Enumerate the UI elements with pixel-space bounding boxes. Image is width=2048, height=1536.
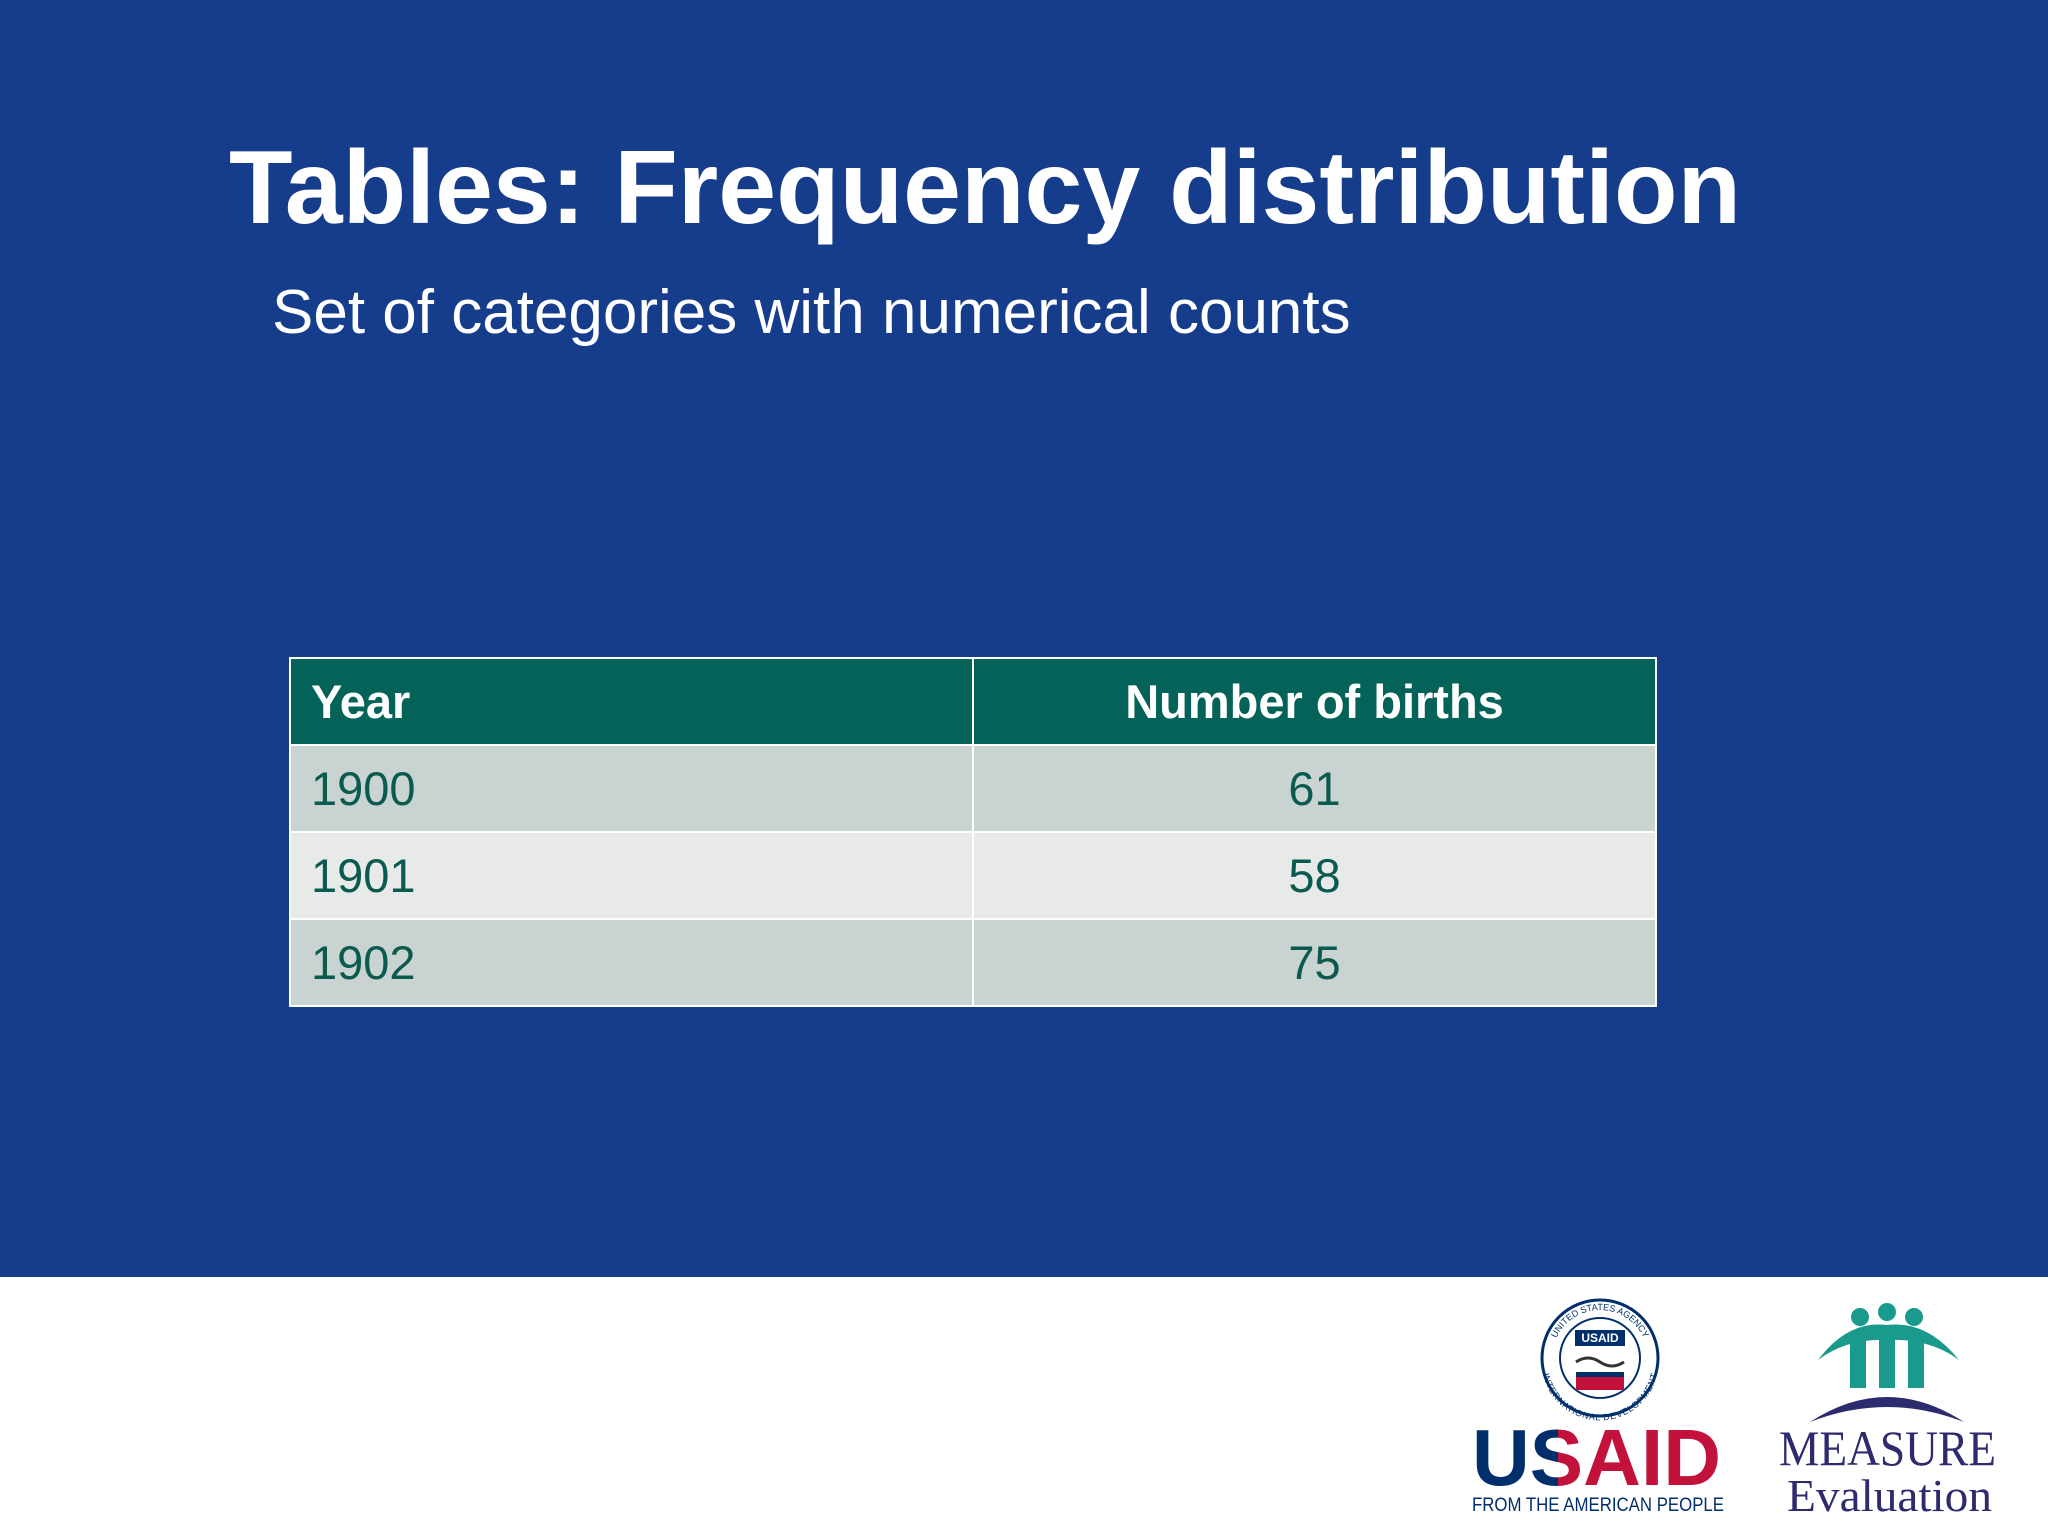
slide-background (0, 0, 2048, 1277)
table-cell: 1900 (289, 744, 974, 833)
table-row: 1902 75 (289, 918, 1657, 1007)
table-row: 1901 58 (289, 831, 1657, 920)
usaid-name: USAID (1472, 1413, 1721, 1502)
table-body: 1900 61 1901 58 1902 75 (289, 744, 1657, 1007)
usaid-tagline: FROM THE AMERICAN PEOPLE (1472, 1495, 1724, 1516)
slide-subtitle: Set of categories with numerical counts (272, 278, 1351, 347)
table-cell: 58 (972, 831, 1657, 920)
measure-name: MEASURE (1779, 1420, 1996, 1476)
column-header: Number of births (972, 657, 1657, 746)
table-cell: 1902 (289, 918, 974, 1007)
measure-sub: Evaluation (1787, 1470, 1992, 1521)
measure-figures (1810, 1303, 1964, 1422)
slide-title: Tables: Frequency distribution (229, 130, 1742, 246)
table-cell: 75 (972, 918, 1657, 1007)
seal-label: USAID (1581, 1331, 1619, 1345)
frequency-table: Year Number of births 1900 61 1901 58 1902 75 (289, 657, 1657, 1007)
column-header: Year (289, 657, 974, 746)
table-cell: 1901 (289, 831, 974, 920)
table-cell: 61 (972, 744, 1657, 833)
table-row: 1900 61 (289, 744, 1657, 833)
header-row: Year Number of births (289, 657, 1657, 746)
usaid-seal: UNITED STATES AGENCY INTERNATIONAL DEVEL… (1540, 1298, 1660, 1422)
